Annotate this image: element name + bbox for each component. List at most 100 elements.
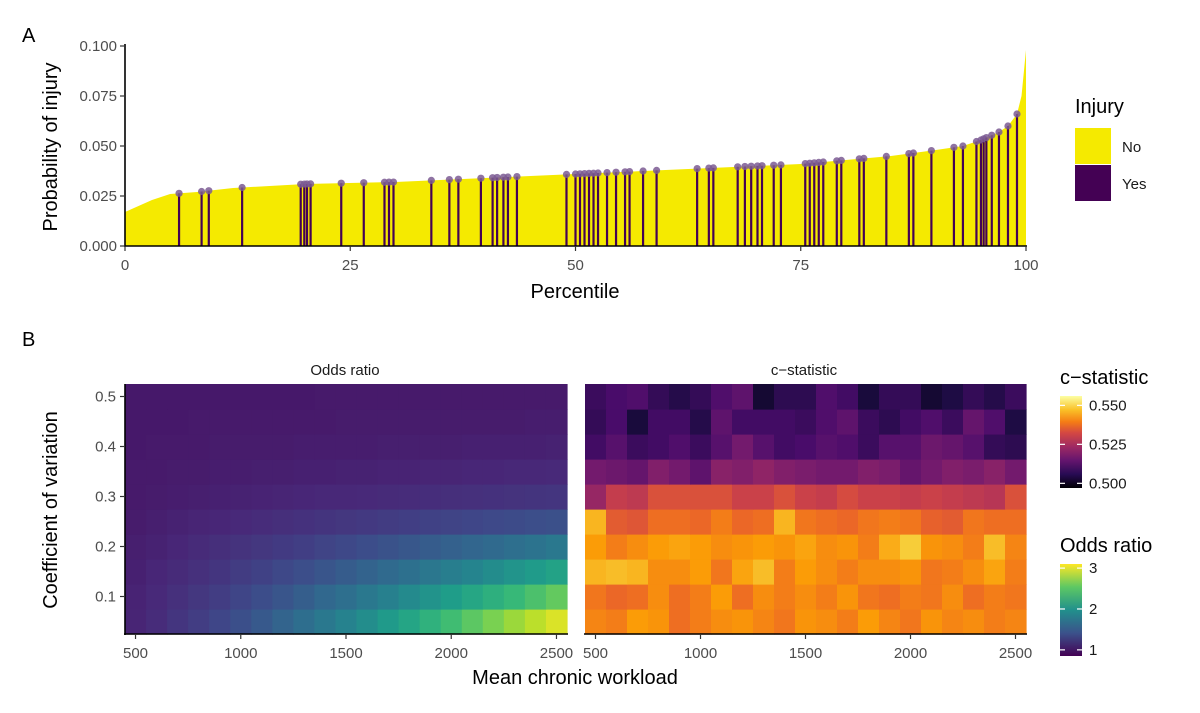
injury-point-22 [562, 170, 571, 178]
or-cell-r4-c2 [167, 509, 189, 535]
or-cell-r7-c1 [146, 434, 168, 460]
c-cell-r1-c18 [963, 584, 985, 610]
or-cell-r4-c4 [209, 509, 231, 535]
or-cell-r0-c9 [314, 609, 337, 635]
or-cell-r4-c19 [524, 509, 547, 535]
or-cell-r8-c9 [314, 409, 337, 435]
c-cell-r6-c19 [984, 459, 1006, 485]
injury-point-44 [777, 161, 785, 169]
c-cell-r3-c10 [795, 534, 817, 560]
c-cell-r6-c17 [942, 459, 964, 485]
or-cell-r5-c4 [209, 484, 231, 510]
or-cell-r6-c19 [524, 459, 547, 485]
c-cell-r0-c13 [858, 609, 880, 635]
a-y-tick-label-1: 0.025 [79, 188, 117, 205]
or-cell-r2-c0 [125, 559, 147, 585]
c-cell-r8-c4 [669, 409, 691, 435]
c-cell-r8-c9 [774, 409, 796, 435]
or-cell-r3-c10 [335, 534, 358, 560]
or-cell-r0-c2 [167, 609, 189, 635]
or-cell-r7-c17 [482, 434, 505, 460]
c-cell-r3-c14 [879, 534, 901, 560]
or-cell-r8-c16 [461, 409, 484, 435]
legend-injury: Injury No Yes [1075, 96, 1146, 201]
c-cell-r6-c9 [774, 459, 796, 485]
c-statistic-heatmap [585, 384, 1027, 635]
c-cell-r3-c5 [690, 534, 712, 560]
injury-point-28 [594, 169, 602, 177]
or-cell-r2-c13 [398, 559, 421, 585]
b-x-tick-label-1-2: 1500 [789, 645, 822, 662]
or-cell-r7-c3 [188, 434, 210, 460]
c-cell-r4-c9 [774, 509, 796, 535]
legend-no-swatch [1075, 128, 1111, 164]
c-cell-r5-c11 [816, 484, 838, 510]
c-cell-r1-c9 [774, 584, 796, 610]
c-cell-r2-c14 [879, 559, 901, 585]
injury-point-8 [337, 179, 345, 187]
legend-c-tick-label-0: 0.500 [1089, 475, 1127, 492]
or-cell-r4-c5 [230, 509, 252, 535]
or-cell-r8-c19 [524, 409, 547, 435]
or-cell-r9-c12 [377, 384, 400, 410]
or-cell-r6-c3 [188, 459, 210, 485]
or-cell-r0-c7 [272, 609, 294, 635]
injury-point-13 [427, 176, 435, 184]
b-x-tick-label-0-0: 500 [123, 645, 148, 662]
injury-point-57 [927, 147, 935, 155]
c-cell-r0-c9 [774, 609, 796, 635]
or-cell-r1-c17 [482, 584, 505, 610]
c-cell-r4-c3 [648, 509, 670, 535]
or-cell-r4-c13 [398, 509, 421, 535]
legend-no-label: No [1122, 139, 1141, 156]
c-cell-r7-c14 [879, 434, 901, 460]
or-cell-r4-c3 [188, 509, 210, 535]
c-cell-r3-c1 [606, 534, 628, 560]
injury-point-40 [747, 162, 755, 170]
or-cell-r1-c20 [545, 584, 568, 610]
or-cell-r7-c0 [125, 434, 147, 460]
or-cell-r7-c9 [314, 434, 337, 460]
c-cell-r2-c2 [627, 559, 649, 585]
or-cell-r5-c7 [272, 484, 294, 510]
c-cell-r1-c17 [942, 584, 964, 610]
injury-point-1 [197, 187, 206, 196]
a-y-axis-title: Probability of injury [40, 63, 62, 232]
c-cell-r0-c16 [921, 609, 943, 635]
c-cell-r5-c15 [900, 484, 922, 510]
injury-point-37 [709, 164, 717, 172]
or-cell-r7-c8 [293, 434, 316, 460]
or-cell-r5-c5 [230, 484, 252, 510]
panel-a-axes: 0 25 50 75 100 0.000 0.025 0.050 0.075 0.100 [79, 38, 1038, 274]
c-cell-r4-c16 [921, 509, 943, 535]
c-cell-r5-c16 [921, 484, 943, 510]
legend-odds-ratio: Odds ratio 1 2 3 [1060, 535, 1152, 659]
c-cell-r9-c9 [774, 384, 796, 410]
or-cell-r7-c15 [440, 434, 463, 460]
or-cell-r2-c12 [377, 559, 400, 585]
or-cell-r6-c7 [272, 459, 294, 485]
panel-a: 0 25 50 75 100 0.000 0.025 0.050 0.075 0.100 Perc… [40, 38, 1039, 303]
c-cell-r9-c15 [900, 384, 922, 410]
or-cell-r3-c3 [188, 534, 210, 560]
c-cell-r2-c9 [774, 559, 796, 585]
c-cell-r3-c16 [921, 534, 943, 560]
or-cell-r8-c1 [146, 409, 168, 435]
or-cell-r5-c13 [398, 484, 421, 510]
or-cell-r9-c0 [125, 384, 147, 410]
or-cell-r8-c18 [503, 409, 526, 435]
c-cell-r9-c13 [858, 384, 880, 410]
c-cell-r3-c18 [963, 534, 985, 560]
c-cell-r6-c16 [921, 459, 943, 485]
c-cell-r5-c18 [963, 484, 985, 510]
c-cell-r6-c8 [753, 459, 775, 485]
c-cell-r2-c1 [606, 559, 628, 585]
c-cell-r1-c3 [648, 584, 670, 610]
legend-or-tick-label-0: 1 [1089, 642, 1097, 659]
c-cell-r0-c3 [648, 609, 670, 635]
or-cell-r7-c20 [545, 434, 568, 460]
or-cell-r1-c18 [503, 584, 526, 610]
odds-ratio-heatmap [125, 384, 568, 635]
c-cell-r5-c0 [585, 484, 607, 510]
legend-yes-swatch [1075, 165, 1111, 201]
